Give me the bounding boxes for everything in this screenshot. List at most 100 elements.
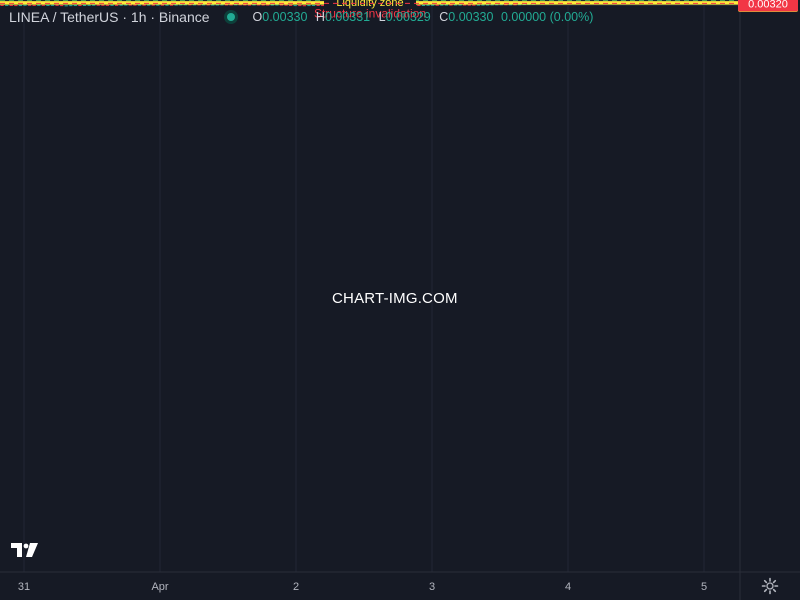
candle-up bbox=[73, 5, 77, 7]
candle-body bbox=[179, 4, 183, 6]
candle-body bbox=[32, 4, 36, 6]
candle-down bbox=[316, 4, 320, 6]
candle-body bbox=[211, 4, 215, 6]
candle-body bbox=[458, 4, 462, 6]
candle-body bbox=[504, 4, 508, 6]
candle-body bbox=[435, 4, 439, 6]
candle-body bbox=[27, 4, 32, 6]
candle-body bbox=[472, 4, 476, 6]
candle-body bbox=[105, 4, 110, 6]
candle-up bbox=[82, 4, 87, 7]
candle-down bbox=[321, 5, 325, 7]
candle-down bbox=[60, 5, 64, 7]
candle-body bbox=[96, 4, 100, 6]
candle-body bbox=[174, 4, 178, 6]
ohlc-open-key: O bbox=[252, 10, 263, 24]
candle-body bbox=[284, 4, 288, 6]
candle-up bbox=[311, 4, 316, 6]
candle-body bbox=[73, 5, 77, 7]
candle-body bbox=[252, 4, 256, 6]
candle-body bbox=[9, 4, 13, 6]
candle-body bbox=[18, 5, 23, 7]
candle-body bbox=[37, 4, 41, 6]
ohlc-close-value: 0.00330 bbox=[448, 10, 494, 24]
candle-body bbox=[119, 4, 123, 6]
candle-down bbox=[289, 4, 293, 6]
candle-body bbox=[60, 5, 64, 7]
candle-body bbox=[463, 4, 467, 6]
candle-body bbox=[261, 4, 265, 6]
candle-body bbox=[206, 4, 210, 6]
candle-body bbox=[431, 4, 435, 6]
candle-body bbox=[279, 4, 284, 6]
candle-body bbox=[92, 4, 96, 6]
candle-body bbox=[169, 4, 174, 6]
tradingview-logo-icon[interactable] bbox=[10, 541, 40, 559]
candle-up bbox=[156, 4, 160, 6]
gear-icon[interactable] bbox=[761, 577, 779, 595]
candle-up bbox=[46, 4, 50, 6]
candle-body bbox=[183, 4, 187, 6]
candle-up bbox=[18, 4, 23, 7]
candle-down bbox=[32, 4, 36, 6]
candle-down bbox=[78, 4, 82, 7]
candle-down bbox=[115, 4, 119, 6]
chart-header: LINEA / TetherUS · 1h · Binance O0.00330… bbox=[0, 0, 740, 34]
x-tick-label: Apr bbox=[151, 581, 168, 593]
candle-body bbox=[220, 4, 224, 6]
structure-invalidation-label: Structure invalidation bbox=[314, 6, 426, 20]
candle-down bbox=[101, 4, 105, 6]
candle-body bbox=[485, 4, 490, 6]
candle-body bbox=[238, 4, 242, 6]
candle-body bbox=[55, 4, 59, 6]
candle-down bbox=[0, 4, 4, 6]
candle-up bbox=[92, 4, 96, 6]
candle-body bbox=[124, 4, 128, 6]
candle-body bbox=[289, 4, 293, 6]
candle-down bbox=[41, 4, 45, 6]
candle-down bbox=[169, 4, 174, 6]
candle-body bbox=[229, 4, 233, 6]
candle-body bbox=[0, 4, 4, 6]
candle-body bbox=[421, 4, 426, 6]
price-axis: 0.003650.003600.003550.003500.003450.003… bbox=[738, 0, 798, 600]
invalidation-price-tag bbox=[738, 0, 798, 12]
x-tick-label: 5 bbox=[701, 581, 707, 593]
candle-body bbox=[165, 4, 169, 6]
x-tick-label: 31 bbox=[18, 581, 30, 593]
liquidity-zone-label-bg bbox=[324, 0, 416, 9]
x-tick-label: 4 bbox=[565, 581, 571, 593]
candle-up bbox=[137, 4, 142, 6]
candle-body bbox=[188, 4, 192, 6]
x-tick-label: 3 bbox=[429, 581, 435, 593]
ohlc-high-key: H bbox=[315, 10, 325, 24]
market-open-dot-icon bbox=[223, 10, 238, 24]
candle-body bbox=[302, 5, 306, 7]
candle-up bbox=[5, 4, 9, 6]
candle-body bbox=[14, 5, 18, 7]
candle-up bbox=[431, 4, 435, 6]
candle-body bbox=[256, 4, 261, 6]
ohlc-high-value: 0.00331 bbox=[324, 10, 371, 24]
candle-down bbox=[14, 5, 18, 7]
liquidity-zone-label: Liquidity zone bbox=[336, 0, 403, 9]
candle-up bbox=[23, 4, 27, 6]
candle-body bbox=[160, 4, 164, 6]
candle-body bbox=[266, 4, 270, 6]
candle-body bbox=[298, 5, 302, 7]
candle-body bbox=[243, 4, 247, 6]
candle-down bbox=[302, 5, 306, 7]
symbol-title[interactable]: LINEA / TetherUS · 1h · Binance bbox=[9, 9, 210, 25]
ohlc-open-value: 0.00330 bbox=[262, 10, 308, 24]
candle-up bbox=[293, 5, 297, 7]
candle-body bbox=[50, 4, 55, 6]
candle-body bbox=[444, 4, 448, 6]
candle-body bbox=[311, 4, 316, 6]
x-tick-label: 2 bbox=[293, 581, 299, 593]
candle-body bbox=[82, 5, 87, 7]
horizontal-levels: Bearish pressureLiquidity zoneStructure … bbox=[0, 0, 740, 20]
candle-body bbox=[215, 4, 219, 6]
candle-up bbox=[421, 4, 426, 6]
candle-body bbox=[137, 4, 142, 6]
